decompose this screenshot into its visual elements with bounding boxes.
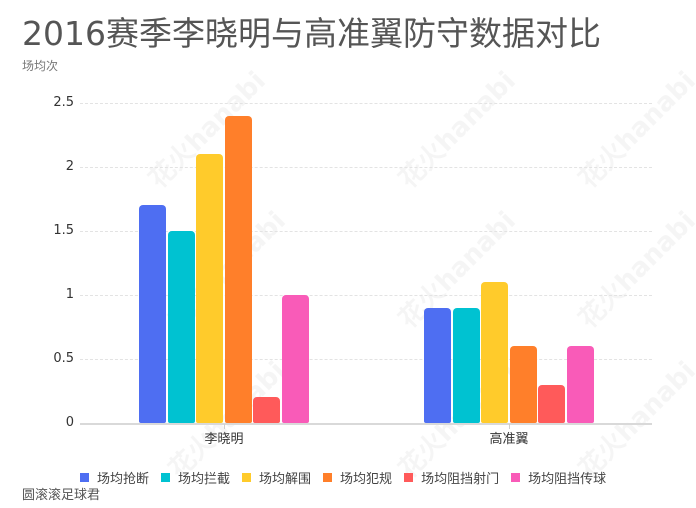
gridline — [80, 295, 652, 296]
x-category-label: 高准翼 — [489, 432, 529, 447]
legend-label: 场均犯规 — [340, 472, 393, 487]
gridline — [80, 103, 652, 104]
bar-gao-zhunyi-5[interactable] — [538, 384, 566, 423]
y-tick-label: 2 — [65, 159, 74, 174]
legend: 场均抢断 场均拦截 场均解围 场均犯规 场均阻挡射门 场均阻挡传球 — [80, 468, 618, 487]
legend-swatch-icon — [323, 473, 333, 482]
bar-gao-zhunyi-1[interactable] — [424, 307, 451, 423]
watermark: 花火hanabi — [573, 66, 696, 195]
gridline — [80, 359, 652, 360]
y-axis-unit-label: 场均次 — [22, 59, 59, 73]
legend-label: 场均阻挡射门 — [421, 472, 500, 487]
bar-gao-zhunyi-6[interactable] — [567, 346, 594, 423]
legend-item[interactable]: 场均犯规 — [323, 468, 392, 487]
legend-label: 场均阻挡传球 — [528, 472, 607, 487]
y-tick-label: 0 — [65, 415, 74, 430]
y-tick-label: 2.5 — [53, 95, 74, 110]
x-category-label: 李晓明 — [204, 432, 244, 447]
bar-li-xiaoming-4[interactable] — [224, 115, 252, 423]
legend-item[interactable]: 场均阻挡传球 — [511, 468, 606, 487]
legend-label: 场均抢断 — [97, 472, 150, 487]
legend-label: 场均解围 — [259, 472, 312, 487]
y-tick-label: 1.5 — [53, 223, 74, 238]
gridline — [80, 167, 652, 168]
legend-item[interactable]: 场均拦截 — [161, 468, 230, 487]
bar-li-xiaoming-5[interactable] — [253, 397, 281, 423]
x-tick-mark — [509, 424, 510, 429]
legend-swatch-icon — [161, 473, 171, 482]
gridline — [80, 231, 652, 232]
bar-gao-zhunyi-4[interactable] — [509, 346, 537, 423]
legend-swatch-icon — [511, 473, 521, 482]
legend-item[interactable]: 场均阻挡射门 — [404, 468, 499, 487]
x-axis-line — [80, 423, 652, 425]
bar-li-xiaoming-2[interactable] — [167, 231, 195, 423]
watermark: 花火hanabi — [393, 66, 522, 195]
bar-li-xiaoming-6[interactable] — [282, 295, 309, 423]
legend-item[interactable]: 场均解围 — [242, 468, 311, 487]
legend-swatch-icon — [80, 473, 89, 482]
legend-item[interactable]: 场均抢断 — [80, 468, 149, 487]
legend-label: 场均拦截 — [178, 472, 231, 487]
y-tick-label: 0.5 — [53, 351, 74, 366]
legend-swatch-icon — [404, 473, 414, 482]
bar-li-xiaoming-1[interactable] — [139, 205, 166, 423]
bar-gao-zhunyi-3[interactable] — [481, 282, 509, 423]
x-tick-mark — [224, 424, 225, 429]
legend-swatch-icon — [242, 473, 252, 482]
chart-title: 2016赛季李晓明与高准翼防守数据对比 — [22, 14, 601, 53]
source-credit: 圆滚滚足球君 — [22, 488, 101, 503]
bar-li-xiaoming-3[interactable] — [196, 154, 224, 423]
bar-gao-zhunyi-2[interactable] — [452, 307, 480, 423]
y-tick-label: 1 — [65, 287, 74, 302]
watermark: 花火hanabi — [573, 206, 696, 335]
